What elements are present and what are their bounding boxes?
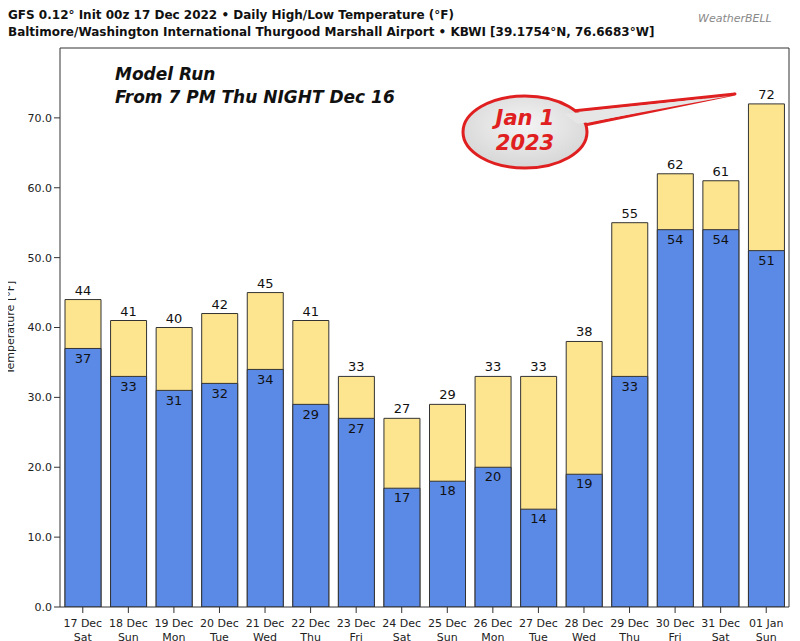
svg-text:17 Dec: 17 Dec: [63, 617, 102, 630]
svg-text:Sun: Sun: [118, 631, 139, 641]
svg-text:Sat: Sat: [393, 631, 412, 641]
svg-text:Fri: Fri: [669, 631, 682, 641]
html-text:WeatherBELL: WeatherBELL: [698, 12, 772, 25]
svg-text:33: 33: [530, 359, 547, 374]
svg-text:32: 32: [211, 386, 228, 401]
svg-text:31 Dec: 31 Dec: [701, 617, 740, 630]
svg-text:42: 42: [211, 297, 228, 312]
svg-text:54: 54: [713, 232, 730, 247]
html-text:Model Run: Model Run: [115, 64, 216, 84]
svg-text:Fri: Fri: [350, 631, 363, 641]
svg-text:44: 44: [75, 283, 92, 298]
svg-text:18 Dec: 18 Dec: [109, 617, 148, 630]
svg-text:27: 27: [348, 421, 365, 436]
svg-text:61: 61: [713, 164, 730, 179]
svg-text:33: 33: [621, 379, 638, 394]
svg-text:33: 33: [348, 359, 365, 374]
svg-text:40.0: 40.0: [28, 321, 53, 334]
svg-text:Tue: Tue: [209, 631, 229, 641]
svg-text:Sat: Sat: [74, 631, 93, 641]
svg-text:27 Dec: 27 Dec: [519, 617, 558, 630]
svg-text:33: 33: [485, 359, 502, 374]
svg-text:27: 27: [394, 401, 411, 416]
svg-text:40: 40: [166, 311, 183, 326]
svg-text:Mon: Mon: [481, 631, 504, 641]
svg-text:Tue: Tue: [528, 631, 548, 641]
svg-text:19 Dec: 19 Dec: [155, 617, 194, 630]
svg-text:50.0: 50.0: [28, 252, 53, 265]
svg-text:20 Dec: 20 Dec: [200, 617, 239, 630]
svg-text:20.0: 20.0: [28, 461, 53, 474]
svg-text:41: 41: [120, 304, 137, 319]
svg-text:26 Dec: 26 Dec: [473, 617, 512, 630]
svg-text:38: 38: [576, 324, 593, 339]
svg-text:2023: 2023: [496, 131, 554, 155]
svg-text:28 Dec: 28 Dec: [565, 617, 604, 630]
svg-text:10.0: 10.0: [28, 531, 53, 544]
svg-text:33: 33: [120, 379, 137, 394]
svg-text:19: 19: [576, 476, 593, 491]
svg-text:45: 45: [257, 276, 274, 291]
svg-text:60.0: 60.0: [28, 182, 53, 195]
svg-text:29: 29: [303, 407, 320, 422]
svg-text:23 Dec: 23 Dec: [337, 617, 376, 630]
svg-text:Thu: Thu: [618, 631, 640, 641]
svg-text:01 Jan: 01 Jan: [749, 617, 783, 630]
svg-text:30 Dec: 30 Dec: [656, 617, 695, 630]
svg-text:21 Dec: 21 Dec: [246, 617, 285, 630]
svg-text:29: 29: [439, 387, 456, 402]
svg-text:31: 31: [166, 393, 183, 408]
svg-text:37: 37: [75, 351, 92, 366]
svg-text:62: 62: [667, 157, 684, 172]
svg-text:34: 34: [257, 372, 274, 387]
svg-text:54: 54: [667, 232, 684, 247]
svg-text:Jan 1: Jan 1: [492, 106, 555, 130]
svg-text:72: 72: [758, 87, 775, 102]
svg-text:0.0: 0.0: [35, 601, 53, 614]
html-text:From 7 PM Thu NIGHT Dec 16: From 7 PM Thu NIGHT Dec 16: [115, 87, 395, 107]
svg-text:Temperature [°F]: Temperature [°F]: [8, 281, 17, 376]
svg-text:24 Dec: 24 Dec: [382, 617, 421, 630]
html-text:Baltimore/Washington Internati: Baltimore/Washington International Thurg…: [8, 25, 655, 39]
svg-text:Wed: Wed: [572, 631, 596, 641]
svg-text:51: 51: [758, 253, 775, 268]
svg-text:18: 18: [439, 483, 456, 498]
svg-text:25 Dec: 25 Dec: [428, 617, 467, 630]
svg-text:30.0: 30.0: [28, 391, 53, 404]
svg-text:70.0: 70.0: [28, 112, 53, 125]
svg-text:Sun: Sun: [437, 631, 458, 641]
svg-text:Sat: Sat: [712, 631, 731, 641]
svg-text:20: 20: [485, 469, 502, 484]
svg-text:14: 14: [530, 511, 547, 526]
svg-text:Mon: Mon: [162, 631, 185, 641]
svg-text:Sun: Sun: [756, 631, 777, 641]
svg-text:Thu: Thu: [299, 631, 321, 641]
svg-text:Wed: Wed: [253, 631, 277, 641]
svg-text:17: 17: [394, 490, 411, 505]
svg-text:22 Dec: 22 Dec: [291, 617, 330, 630]
svg-text:41: 41: [303, 304, 320, 319]
svg-text:55: 55: [621, 206, 638, 221]
svg-text:29 Dec: 29 Dec: [610, 617, 649, 630]
html-text:GFS 0.12° Init 00z 17 Dec 2022: GFS 0.12° Init 00z 17 Dec 2022 • Daily H…: [8, 8, 454, 22]
